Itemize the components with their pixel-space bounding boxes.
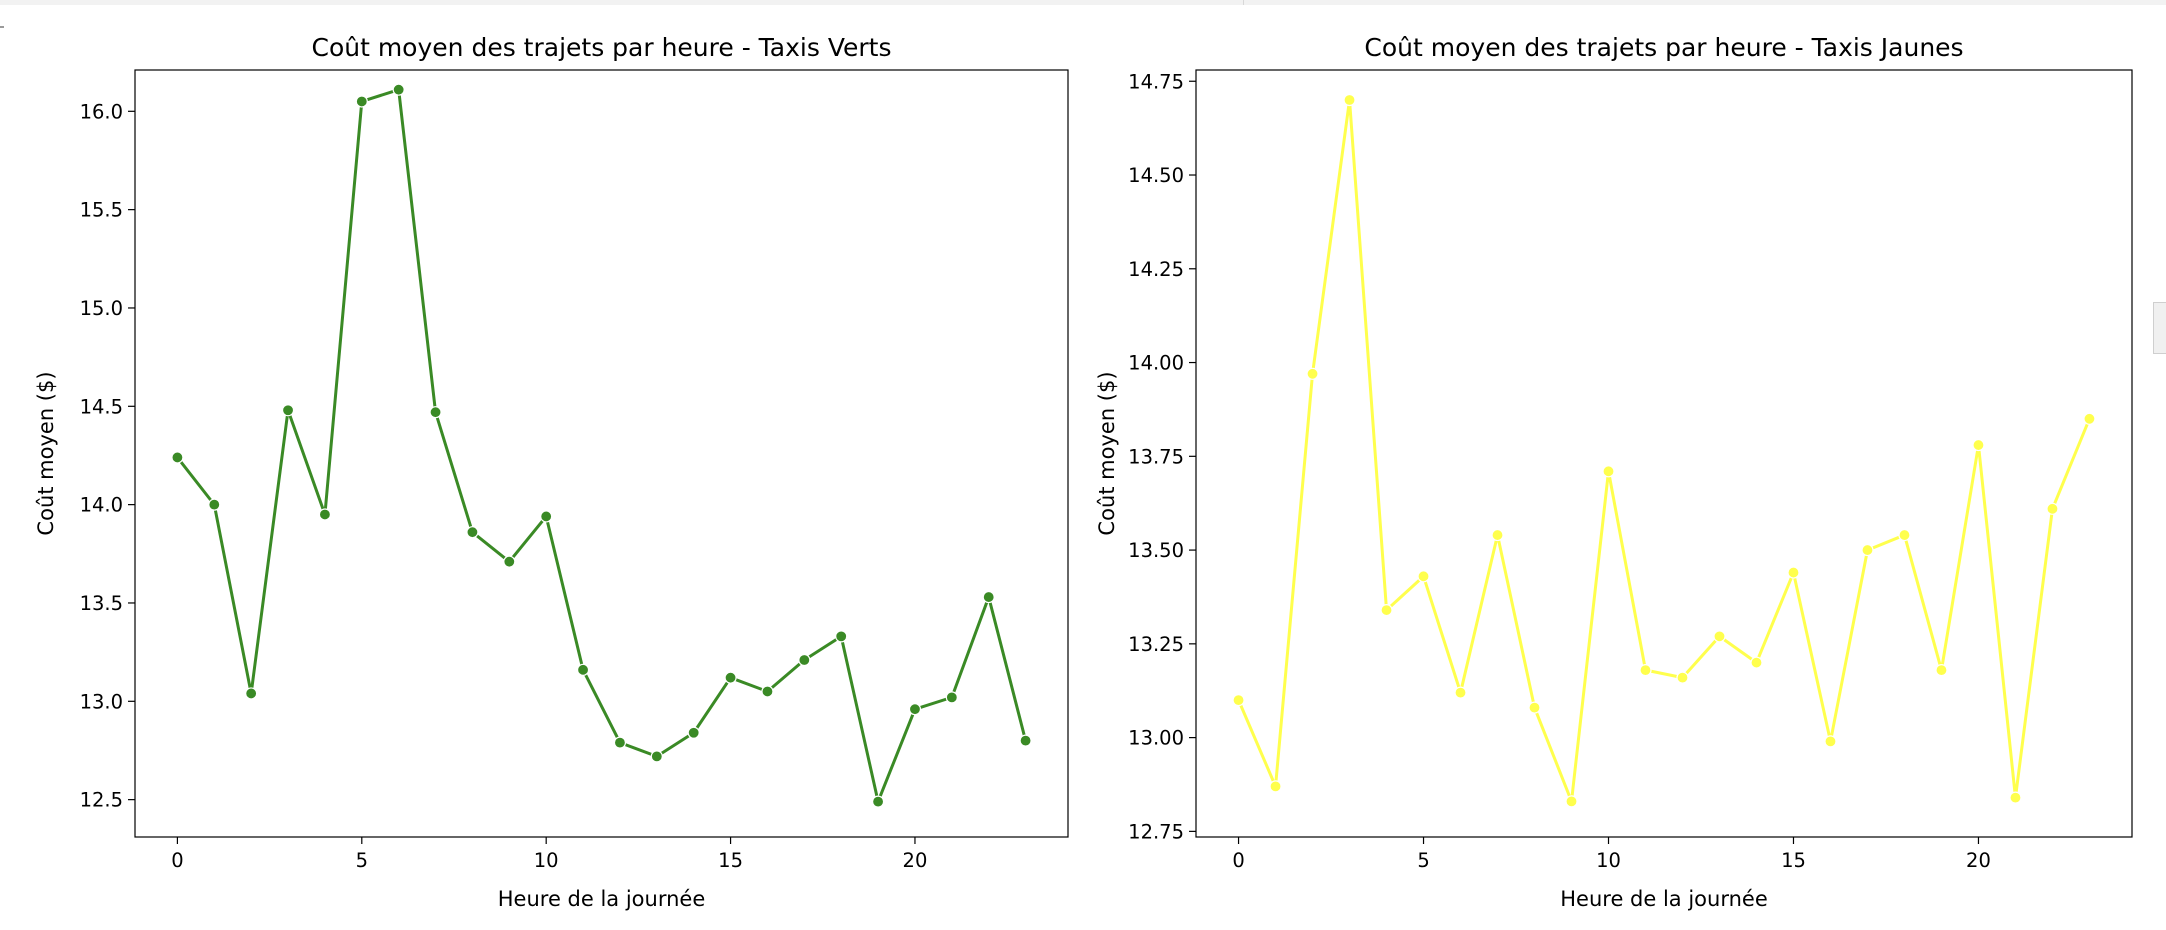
series-line xyxy=(176,88,1028,804)
y-tick-label: 15.0 xyxy=(80,297,123,320)
plot-area-frame xyxy=(1195,69,2133,838)
x-tick-label: 20 xyxy=(903,849,928,872)
x-tick-label: 15 xyxy=(1781,849,1806,872)
data-point xyxy=(687,726,700,739)
data-point xyxy=(1676,671,1689,684)
yellow-taxi-chart: Coût moyen des trajets par heure - Taxis… xyxy=(1095,33,2133,911)
data-point xyxy=(1491,528,1504,542)
data-point xyxy=(1713,630,1726,643)
data-point xyxy=(1380,603,1393,617)
data-point xyxy=(724,671,737,684)
y-tick-label: 13.0 xyxy=(80,690,123,713)
data-point xyxy=(1417,570,1430,583)
data-point xyxy=(2009,791,2022,804)
x-tick-label: 10 xyxy=(534,849,559,872)
data-point xyxy=(355,95,368,108)
data-point xyxy=(171,451,184,464)
y-axis-label: Coût moyen ($) xyxy=(1095,371,1119,535)
data-point xyxy=(1639,663,1652,677)
x-tick-label: 0 xyxy=(171,849,183,872)
data-point xyxy=(1787,566,1800,579)
plot-area-frame xyxy=(134,69,1069,838)
data-point xyxy=(1019,734,1032,747)
y-tick-label: 14.75 xyxy=(1128,70,1184,93)
y-tick-label: 14.25 xyxy=(1128,258,1184,281)
data-point xyxy=(429,406,442,419)
data-point xyxy=(1528,701,1541,714)
side-scroll-handle[interactable] xyxy=(2153,302,2166,354)
y-tick-label: 13.75 xyxy=(1128,445,1184,468)
notebook-top-bar xyxy=(0,0,2166,5)
top-bar-divider xyxy=(1243,0,1244,5)
data-point xyxy=(208,498,221,511)
corner-tick-mark xyxy=(0,26,4,28)
data-point xyxy=(1861,543,1874,557)
data-point xyxy=(871,795,885,808)
data-point xyxy=(613,736,627,749)
y-tick-label: 13.50 xyxy=(1128,539,1184,562)
x-axis-label: Heure de la journée xyxy=(1560,887,1768,911)
x-tick-label: 10 xyxy=(1596,849,1621,872)
data-point xyxy=(1898,528,1911,542)
chart-title: Coût moyen des trajets par heure - Taxis… xyxy=(311,33,891,62)
data-point xyxy=(1454,686,1467,699)
data-point xyxy=(392,83,405,96)
y-tick-label: 13.5 xyxy=(80,592,123,615)
y-tick-label: 14.50 xyxy=(1128,164,1184,187)
y-tick-label: 15.5 xyxy=(80,199,123,222)
y-tick-label: 12.75 xyxy=(1128,820,1184,843)
data-point xyxy=(1306,367,1319,380)
y-tick-label: 14.00 xyxy=(1128,352,1184,375)
data-point xyxy=(798,653,811,667)
data-point xyxy=(945,691,958,704)
data-point xyxy=(2083,412,2096,425)
y-axis-label: Coût moyen ($) xyxy=(34,371,58,535)
chart-title: Coût moyen des trajets par heure - Taxis… xyxy=(1364,33,1963,62)
y-tick-label: 12.5 xyxy=(80,789,123,812)
data-point xyxy=(245,687,258,700)
x-tick-label: 5 xyxy=(1417,849,1429,872)
data-point xyxy=(982,590,995,604)
x-axis-label: Heure de la journée xyxy=(498,887,706,911)
data-point xyxy=(1232,694,1245,707)
x-tick-label: 0 xyxy=(1232,849,1244,872)
x-tick-label: 15 xyxy=(718,849,743,872)
data-point xyxy=(1935,663,1948,677)
data-point xyxy=(540,510,553,523)
data-point xyxy=(835,630,848,643)
x-tick-label: 5 xyxy=(356,849,368,872)
data-point xyxy=(466,526,479,539)
data-point xyxy=(2046,502,2059,515)
data-point xyxy=(1602,465,1615,478)
data-point xyxy=(1343,93,1356,107)
series-line xyxy=(1237,98,2091,803)
y-tick-label: 13.00 xyxy=(1128,727,1184,750)
data-point xyxy=(650,750,663,763)
y-tick-label: 14.5 xyxy=(80,395,123,418)
data-point xyxy=(1824,735,1837,748)
y-tick-label: 14.0 xyxy=(80,494,123,517)
y-tick-label: 16.0 xyxy=(80,100,123,123)
green-taxi-chart: Coût moyen des trajets par heure - Taxis… xyxy=(34,33,1069,911)
data-point xyxy=(281,404,295,417)
data-point xyxy=(318,508,332,521)
data-point xyxy=(761,685,774,698)
data-point xyxy=(1972,438,1985,452)
x-tick-label: 20 xyxy=(1966,849,1991,872)
data-point xyxy=(503,555,516,568)
data-point xyxy=(1750,656,1763,669)
data-point xyxy=(908,703,922,716)
data-point xyxy=(1565,795,1578,808)
data-point xyxy=(576,663,590,676)
data-point xyxy=(1269,780,1282,793)
y-tick-label: 13.25 xyxy=(1128,633,1184,656)
